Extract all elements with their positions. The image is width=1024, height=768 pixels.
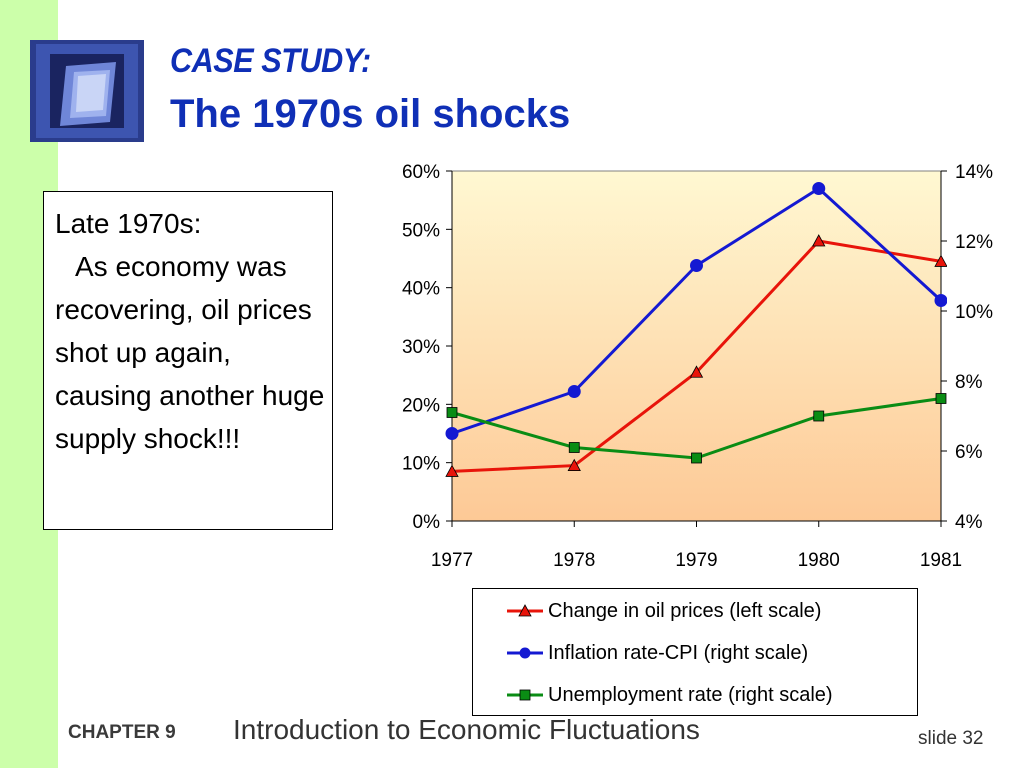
left-axis-tick-label: 0% (413, 512, 441, 533)
slide-title-line1: CASE STUDY: (170, 42, 371, 80)
right-axis-tick-label: 12% (955, 232, 993, 253)
text-box: Late 1970s: As economy was recovering, o… (43, 191, 333, 530)
chart-legend: Change in oil prices (left scale) Inflati… (472, 588, 918, 716)
footer-chapter-label: CHAPTER 9 (68, 722, 176, 743)
square-marker (691, 452, 702, 464)
right-axis-tick-label: 8% (955, 372, 983, 393)
x-axis-tick-label: 1978 (553, 550, 595, 570)
circle-marker (567, 385, 581, 398)
square-marker (935, 393, 947, 404)
left-axis-tick-label: 60% (402, 162, 440, 183)
window-logo-image (30, 40, 144, 142)
text-box-heading: Late 1970s: (55, 208, 202, 239)
legend-label: Unemployment rate (right scale) (548, 683, 833, 706)
x-axis-tick-label: 1980 (798, 550, 840, 570)
legend-item: Unemployment rate (right scale) (507, 683, 833, 707)
slide-title-line2: The 1970s oil shocks (170, 92, 571, 136)
series-triangle-group (445, 234, 947, 477)
right-axis-tick-label: 10% (955, 302, 993, 323)
square-marker (813, 410, 825, 422)
square-marker (568, 442, 580, 453)
left-axis-tick-label: 10% (402, 454, 440, 475)
triangle-marker (812, 234, 826, 247)
chart-plot-group: 0% 10% 20% 30% 40% 50% 60% 4% 6% 8% 10% 12% 14% 1977 1… (402, 162, 993, 570)
series-square-group (446, 393, 947, 464)
circle-marker (812, 182, 826, 195)
triangle-marker (934, 254, 947, 267)
right-axis-tick-label: 14% (955, 162, 993, 183)
triangle-marker (689, 365, 704, 378)
legend-item: Inflation rate-CPI (right scale) (507, 641, 808, 665)
circle-marker (445, 427, 459, 440)
text-box-body: As economy was recovering, oil prices sh… (55, 251, 325, 454)
left-axis-tick-label: 20% (402, 395, 440, 416)
legend-label: Inflation rate-CPI (right scale) (548, 641, 809, 664)
left-axis-tick-label: 50% (402, 220, 440, 241)
x-axis-tick-label: 1981 (920, 550, 962, 570)
line-chart: 0% 10% 20% 30% 40% 50% 60% 4% 6% 8% 10% 12% 14% 1977 1… (402, 162, 993, 570)
left-axis-tick-label: 30% (402, 337, 440, 358)
legend-circle-icon (507, 647, 543, 659)
series-circle-group (445, 182, 947, 440)
legend-triangle-icon (507, 604, 543, 617)
legend-item: Change in oil prices (left scale) (507, 599, 821, 623)
triangle-marker (567, 458, 581, 471)
slide-number: slide 32 (918, 728, 984, 749)
left-axis-tick-label: 40% (402, 279, 440, 300)
triangle-marker (445, 464, 459, 477)
legend-square-icon (507, 689, 543, 701)
right-axis-tick-label: 4% (955, 512, 983, 533)
right-axis-tick-label: 6% (955, 442, 983, 463)
square-marker (446, 407, 458, 418)
x-axis-tick-label: 1977 (431, 550, 473, 570)
x-axis-tick-label: 1979 (675, 550, 717, 570)
footer-subject: Introduction to Economic Fluctuations (233, 714, 700, 745)
circle-marker (934, 294, 947, 307)
circle-marker (690, 259, 703, 272)
legend-label: Change in oil prices (left scale) (548, 599, 822, 622)
